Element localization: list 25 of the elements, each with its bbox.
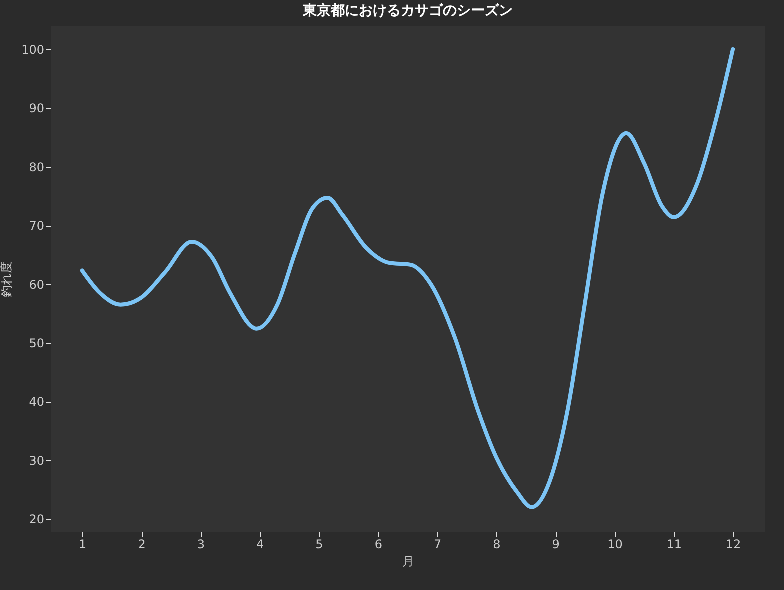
line-series bbox=[80, 47, 736, 510]
x-tick-label: 6 bbox=[374, 538, 382, 552]
y-tick-label: 60 bbox=[29, 278, 44, 292]
x-tick-label: 2 bbox=[138, 538, 146, 552]
x-tick-label: 11 bbox=[666, 538, 682, 552]
y-tick-label: 90 bbox=[29, 102, 44, 116]
y-axis-title: 釣れ度 bbox=[0, 262, 14, 298]
x-tick-label: 9 bbox=[552, 538, 560, 552]
y-tick-label: 20 bbox=[29, 512, 44, 527]
x-tick-label: 10 bbox=[608, 538, 623, 552]
x-tick-label: 3 bbox=[197, 538, 205, 552]
x-tick-label: 5 bbox=[316, 538, 324, 552]
chart-title: 東京都におけるカサゴのシーズン bbox=[302, 2, 513, 19]
y-tick-label: 80 bbox=[29, 160, 44, 174]
x-tick-label: 12 bbox=[726, 538, 742, 552]
y-tick-label: 100 bbox=[22, 42, 44, 57]
x-tick-label: 7 bbox=[434, 538, 442, 552]
y-tick-label: 50 bbox=[29, 336, 44, 350]
y-tick-label: 30 bbox=[29, 454, 44, 468]
y-tick-label: 70 bbox=[29, 219, 44, 234]
x-tick-label: 1 bbox=[79, 538, 87, 552]
x-tick-label: 8 bbox=[493, 538, 501, 552]
y-tick-label: 40 bbox=[29, 395, 44, 410]
x-axis-title: 月 bbox=[402, 554, 414, 568]
x-tick-label: 4 bbox=[256, 538, 264, 552]
